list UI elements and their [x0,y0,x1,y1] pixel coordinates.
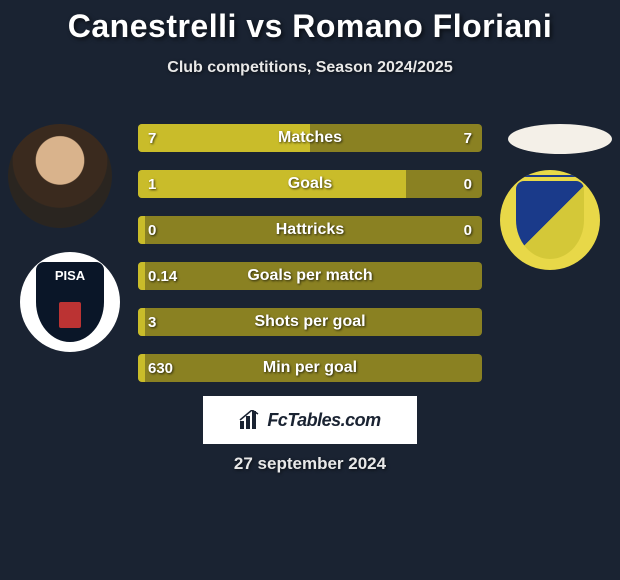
club-right-shield [516,181,584,259]
stat-right-value: 0 [464,216,472,244]
stat-fill [138,354,145,382]
stat-row: 0.14 Goals per match [138,262,482,290]
club-left-badge: PISA [20,252,120,352]
stat-row: 7 Matches 7 [138,124,482,152]
date-text: 27 september 2024 [0,454,620,474]
stat-fill [138,262,145,290]
stat-fill [138,308,145,336]
club-right-badge [500,170,600,270]
stat-left-value: 0 [148,216,156,244]
stat-row: 630 Min per goal [138,354,482,382]
stat-row: 1 Goals 0 [138,170,482,198]
stat-left-value: 0.14 [148,262,177,290]
subtitle: Club competitions, Season 2024/2025 [0,59,620,77]
stat-fill [138,170,406,198]
stat-label: Hattricks [138,216,482,244]
stat-fill [138,124,310,152]
player-right-avatar [508,124,612,154]
player-left-avatar [8,124,112,228]
stat-left-value: 7 [148,124,156,152]
stat-left-value: 630 [148,354,173,382]
stat-label: Shots per goal [138,308,482,336]
club-left-shield: PISA [36,262,104,342]
footer-text: FcTables.com [267,410,380,431]
stat-row: 3 Shots per goal [138,308,482,336]
stat-label: Min per goal [138,354,482,382]
stat-left-value: 3 [148,308,156,336]
stat-fill [138,216,145,244]
page-title: Canestrelli vs Romano Floriani [0,0,620,45]
chart-icon [239,410,261,430]
stat-right-value: 0 [464,170,472,198]
stat-right-value: 7 [464,124,472,152]
footer-badge[interactable]: FcTables.com [203,396,417,444]
stat-label: Goals per match [138,262,482,290]
stats-bars: 7 Matches 7 1 Goals 0 0 Hattricks 0 0.14… [138,124,482,400]
stat-row: 0 Hattricks 0 [138,216,482,244]
stat-left-value: 1 [148,170,156,198]
